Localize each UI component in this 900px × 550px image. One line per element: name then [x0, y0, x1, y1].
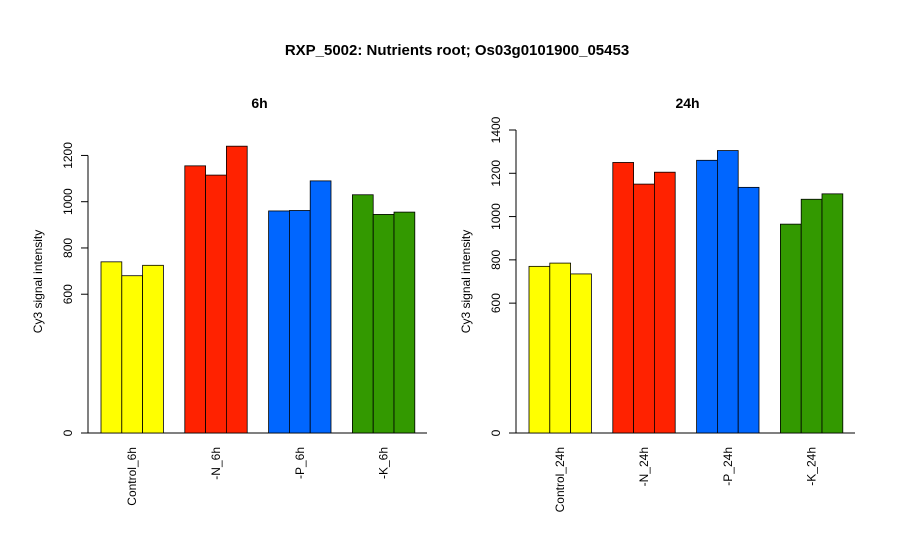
category-label: -P_6h [293, 447, 307, 479]
bar--K_6h-3 [393, 211, 416, 434]
panel-title: 24h [675, 95, 699, 111]
bar-Control_6h-2 [121, 275, 144, 434]
bar-Control_6h-3 [142, 264, 164, 434]
bar--K_24h-3 [821, 193, 844, 434]
y-tick-label: 1200 [61, 142, 75, 169]
category-label: Control_6h [125, 447, 139, 506]
y-axis-label: Cy3 signal intensity [459, 230, 473, 333]
bar--N_24h-2 [633, 183, 655, 434]
category-label: -K_6h [377, 447, 391, 479]
panel-title: 6h [251, 95, 267, 111]
y-tick-label: 600 [489, 293, 503, 313]
category-label: Control_24h [553, 447, 567, 512]
y-tick-label: 800 [489, 250, 503, 270]
bar-Control_6h-1 [100, 261, 123, 434]
bar-Control_24h-3 [570, 273, 592, 434]
y-axis-label: Cy3 signal intensity [31, 230, 45, 333]
bar--P_24h-3 [737, 186, 760, 434]
bar--N_6h-1 [184, 165, 207, 434]
y-tick-label: 1000 [489, 203, 503, 230]
bar--N_24h-3 [654, 171, 676, 434]
bar--N_24h-1 [612, 162, 634, 434]
chart-panels: 6h Cy3 signal intensity 0 600 800 1000 1200 Con… [31, 95, 855, 512]
chart-panel-24h: 24h Cy3 signal intensity 0 600 800 1000 1200 14… [459, 95, 855, 512]
y-tick-label: 1200 [489, 160, 503, 187]
bar--N_6h-3 [225, 145, 248, 434]
bar--P_6h-2 [288, 210, 311, 434]
y-tick-label: 1000 [61, 188, 75, 215]
chart-panel-6h: 6h Cy3 signal intensity 0 600 800 1000 1200 Con… [31, 95, 427, 506]
y-tick-label: 800 [61, 238, 75, 258]
bar--K_6h-2 [372, 214, 395, 434]
category-label: -N_24h [637, 447, 651, 486]
category-label: -N_6h [209, 447, 223, 480]
bar-Control_24h-1 [528, 265, 551, 434]
y-tick-label: 0 [489, 429, 503, 436]
y-tick-label: 0 [61, 429, 75, 436]
bar--P_6h-1 [268, 210, 290, 434]
bar--P_24h-2 [717, 150, 739, 434]
category-label: -P_24h [721, 447, 735, 486]
bar--K_24h-1 [780, 223, 802, 434]
bar-Control_24h-2 [549, 262, 571, 434]
category-label: -K_24h [805, 447, 819, 486]
y-tick-label: 600 [61, 284, 75, 304]
bar--P_6h-3 [309, 180, 332, 434]
bar--K_6h-1 [351, 194, 374, 434]
bar--K_24h-2 [800, 198, 823, 434]
bar--P_24h-1 [696, 159, 718, 434]
y-tick-label: 1400 [489, 116, 503, 143]
bar--N_6h-2 [205, 174, 227, 434]
chart-title: RXP_5002: Nutrients root; Os03g0101900_0… [285, 42, 629, 59]
